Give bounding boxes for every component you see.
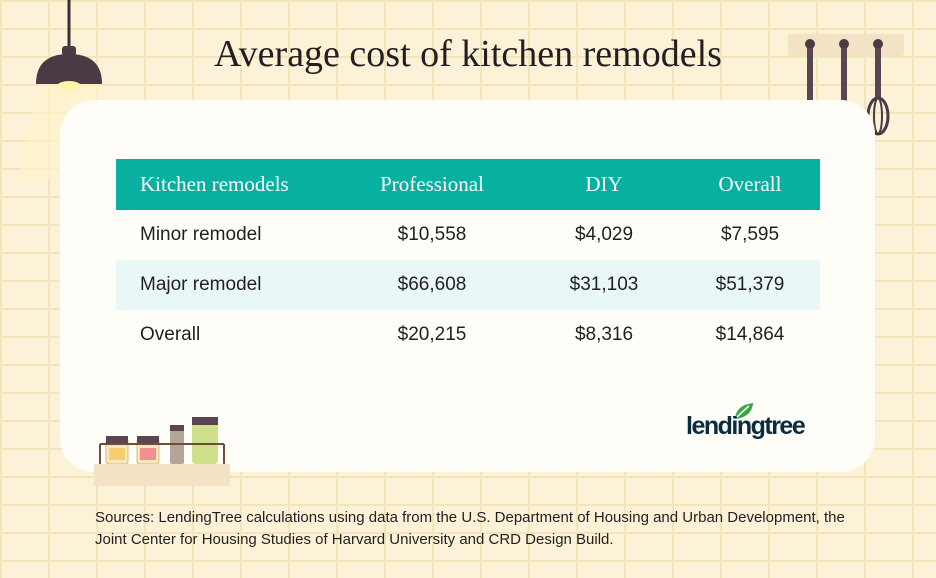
table-cell: $14,864: [715, 324, 785, 345]
table-cell: $7,595: [720, 224, 780, 245]
source-note: Sources: LendingTree calculations using …: [95, 509, 845, 548]
leaf-icon: [735, 403, 753, 419]
table-cell: $10,558: [397, 224, 467, 245]
table-cell: $20,215: [397, 324, 467, 345]
header-cell: Kitchen remodels: [140, 172, 289, 196]
table-row: Minor remodel $10,558 $4,029 $7,595: [116, 210, 820, 260]
table-header-row: Kitchen remodels Professional DIY Overal…: [116, 159, 820, 210]
table-cell: Major remodel: [140, 274, 262, 295]
table-cell: Overall: [140, 324, 201, 345]
spice-shelf-icon: [94, 417, 230, 486]
header-cell: DIY: [585, 172, 623, 196]
table-cell: $8,316: [574, 324, 634, 345]
data-table: Kitchen remodels Professional DIY Overal…: [116, 159, 820, 360]
header-cell: Overall: [718, 172, 782, 196]
header-cell: Professional: [380, 172, 484, 196]
table-row: Overall $20,215 $8,316 $14,864: [116, 310, 820, 360]
lendingtree-logo: lendingtree: [686, 402, 826, 446]
logo-text: lendingtree: [686, 412, 806, 440]
page-title: Average cost of kitchen remodels: [214, 33, 722, 75]
table-cell: $66,608: [397, 274, 467, 295]
table-cell: $4,029: [574, 224, 634, 245]
table-cell: Minor remodel: [140, 224, 262, 245]
table-cell: $31,103: [569, 274, 639, 295]
table-cell: $51,379: [715, 274, 785, 295]
table-row: Major remodel $66,608 $31,103 $51,379: [116, 260, 820, 310]
